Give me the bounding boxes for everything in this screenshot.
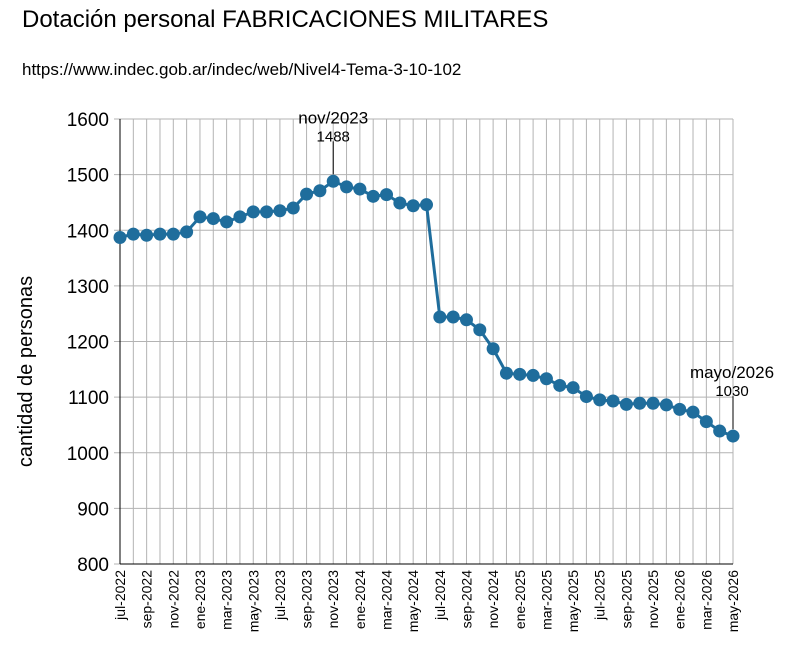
x-tick-label: jul-2022: [112, 570, 128, 621]
data-point: [313, 184, 327, 198]
data-point: [673, 402, 687, 416]
y-tick-label: 1400: [67, 221, 109, 242]
data-point: [193, 210, 207, 224]
data-point: [366, 189, 380, 203]
data-point: [553, 378, 567, 392]
data-point: [393, 196, 407, 210]
data-point: [326, 174, 340, 188]
data-point: [713, 424, 727, 438]
x-tick-label: may-2025: [565, 570, 581, 632]
data-point: [659, 398, 673, 412]
x-tick-label: jul-2025: [592, 570, 608, 621]
x-tick-label: may-2023: [245, 570, 261, 632]
data-point: [606, 394, 620, 408]
data-point: [579, 390, 593, 404]
data-point: [206, 212, 220, 226]
x-tick-label: nov-2023: [325, 570, 341, 629]
x-tick-label: ene-2025: [512, 570, 528, 629]
data-point: [686, 405, 700, 419]
data-point: [726, 429, 740, 443]
chart-title: Dotación personal FABRICACIONES MILITARE…: [22, 6, 549, 33]
data-point: [353, 182, 367, 196]
x-tick-label: ene-2024: [352, 570, 368, 629]
series-layer: [113, 174, 740, 443]
x-tick-label: nov-2025: [645, 570, 661, 629]
x-tick-label: mar-2024: [379, 570, 395, 630]
annotation-label: mayo/2026: [690, 363, 774, 382]
data-point: [220, 215, 234, 229]
x-tick-label: mar-2025: [538, 570, 554, 630]
data-point: [300, 187, 314, 201]
data-point: [526, 368, 540, 382]
x-tick-label: sep-2022: [139, 570, 155, 629]
data-point: [406, 199, 420, 213]
annotation-value: 1488: [317, 128, 350, 145]
data-point: [619, 397, 633, 411]
y-axis-title: cantidad de personas: [15, 276, 37, 467]
x-tick-label: may-2024: [405, 570, 421, 632]
data-point: [166, 227, 180, 241]
data-point: [459, 313, 473, 327]
data-point: [246, 205, 260, 219]
x-tick-label: sep-2023: [299, 570, 315, 629]
data-point: [113, 230, 127, 244]
data-point: [233, 210, 247, 224]
y-tick-label: 900: [77, 499, 109, 520]
data-point: [473, 323, 487, 337]
grid-layer: [114, 118, 734, 565]
axis-layer: 800 900 1000 1100 1200 1300 1400 1500 1600 jul-20…: [15, 110, 741, 632]
data-point: [593, 393, 607, 407]
data-point: [340, 180, 354, 194]
annotation-label: nov/2023: [298, 108, 368, 127]
x-tick-label: jul-2024: [432, 570, 448, 621]
data-point: [180, 225, 194, 239]
y-tick-label: 1500: [67, 166, 109, 187]
y-tick-label: 1600: [67, 110, 109, 131]
x-tick-label: ene-2026: [672, 570, 688, 629]
x-tick-label: mar-2026: [698, 570, 714, 630]
data-point: [126, 227, 140, 241]
data-point: [153, 227, 167, 241]
y-tick-label: 1000: [67, 444, 109, 465]
data-point: [633, 396, 647, 410]
data-point: [260, 205, 274, 219]
data-point: [420, 198, 433, 212]
y-tick-label: 1300: [67, 277, 109, 298]
y-tick-label: 800: [77, 555, 109, 576]
data-point: [140, 228, 154, 242]
chart-source-url: https://www.indec.gob.ar/indec/web/Nivel…: [22, 60, 462, 79]
x-tick-label: nov-2022: [165, 570, 181, 629]
y-tick-label: 1200: [67, 333, 109, 354]
data-point: [486, 342, 500, 356]
data-point: [380, 188, 394, 202]
annotation-value: 1030: [715, 383, 748, 400]
x-tick-label: mar-2023: [219, 570, 235, 630]
data-point: [539, 372, 553, 386]
data-point: [513, 367, 527, 381]
x-tick-label: jul-2023: [272, 570, 288, 621]
x-tick-label: sep-2025: [618, 570, 634, 629]
x-tick-label: nov-2024: [485, 570, 501, 629]
data-point: [499, 366, 513, 380]
data-point: [566, 381, 580, 395]
data-point: [273, 204, 287, 218]
data-point: [446, 310, 460, 324]
data-point: [646, 396, 660, 410]
data-point: [286, 201, 300, 215]
x-tick-label: may-2026: [725, 570, 741, 632]
data-point: [433, 310, 447, 324]
data-point: [699, 415, 713, 429]
y-tick-label: 1100: [68, 388, 109, 409]
x-tick-label: sep-2024: [458, 570, 474, 629]
x-tick-label: ene-2023: [192, 570, 208, 629]
